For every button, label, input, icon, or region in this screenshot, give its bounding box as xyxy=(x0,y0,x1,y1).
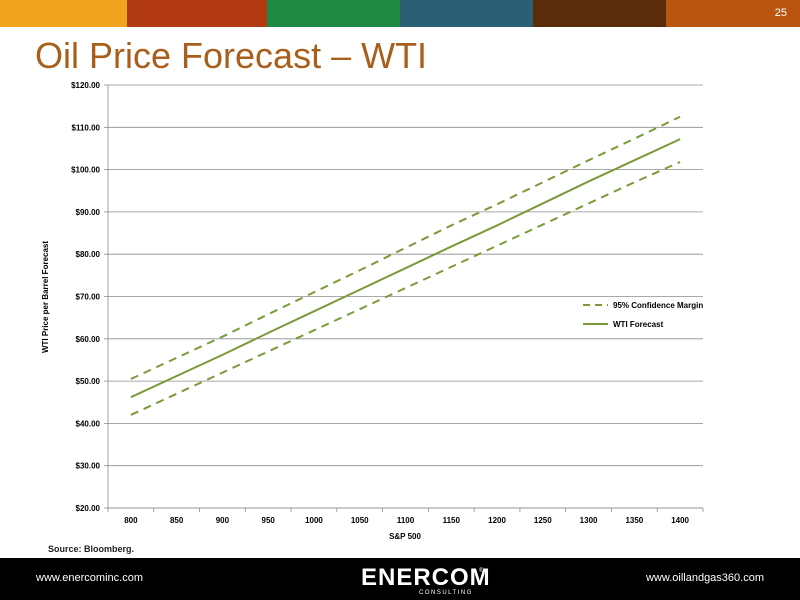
x-axis-ticks: 800 850 900 950 1000 1050 1100 1150 1200 1250 1300… xyxy=(107,508,704,525)
top-bar-segment xyxy=(0,0,127,27)
top-color-bar xyxy=(0,0,800,27)
y-tick-label: $80.00 xyxy=(76,250,101,259)
x-tick-label: 1300 xyxy=(580,516,598,525)
wti-forecast-line xyxy=(130,138,681,399)
footer-right-link[interactable]: www.oillandgas360.com xyxy=(645,572,764,584)
y-axis-label: WTI Price per Barrel Forecast xyxy=(41,241,50,353)
source-note: Source: Bloomberg. xyxy=(48,544,135,554)
y-tick-label: $70.00 xyxy=(76,293,101,302)
y-tick-label: $30.00 xyxy=(76,462,101,471)
legend-label: WTI Forecast xyxy=(613,320,664,329)
footer-left-link[interactable]: www.enercominc.com xyxy=(36,572,143,584)
legend-label: 95% Confidence Margin xyxy=(613,301,703,310)
top-bar-segment xyxy=(400,0,533,27)
top-bar-segment xyxy=(127,0,267,27)
x-tick-label: 850 xyxy=(170,516,184,525)
wti-forecast-chart: $20.00 $30.00 $40.00 $50.00 $60.00 $70.00 $80.… xyxy=(41,81,704,541)
confidence-margin-line xyxy=(130,115,681,380)
y-tick-label: $90.00 xyxy=(76,208,101,217)
y-tick-label: $120.00 xyxy=(71,81,100,90)
top-bar-segment xyxy=(666,0,800,27)
slide-title: Oil Price Forecast – WTI xyxy=(35,35,428,76)
y-tick-label: $100.00 xyxy=(71,166,100,175)
x-tick-label: 1200 xyxy=(488,516,506,525)
enercom-logo: ENERCOM CONSULTING ® xyxy=(355,564,495,598)
y-tick-label: $50.00 xyxy=(76,377,101,386)
logo-subtitle: CONSULTING xyxy=(419,590,473,596)
y-axis-ticks: $20.00 $30.00 $40.00 $50.00 $60.00 $70.00 $80.… xyxy=(71,81,108,513)
logo-wordmark: ENERCOM xyxy=(361,564,491,591)
y-tick-label: $60.00 xyxy=(76,335,101,344)
x-tick-label: 1050 xyxy=(351,516,369,525)
x-tick-label: 1100 xyxy=(397,516,415,525)
y-tick-label: $110.00 xyxy=(72,123,101,132)
x-tick-label: 1250 xyxy=(534,516,552,525)
x-tick-label: 1350 xyxy=(625,516,643,525)
page-number: 25 xyxy=(774,7,787,19)
x-axis-label: S&P 500 xyxy=(389,532,421,541)
x-tick-label: 1400 xyxy=(671,516,689,525)
top-bar-segment xyxy=(533,0,666,27)
y-tick-label: $20.00 xyxy=(76,504,101,513)
top-bar-segment xyxy=(267,0,400,27)
x-tick-label: 1000 xyxy=(305,516,323,525)
chart-series xyxy=(130,115,681,416)
logo-registered-mark: ® xyxy=(479,568,484,574)
x-tick-label: 900 xyxy=(216,516,230,525)
x-tick-label: 950 xyxy=(262,516,276,525)
y-tick-label: $40.00 xyxy=(76,419,101,428)
chart-legend: 95% Confidence Margin WTI Forecast xyxy=(583,301,703,329)
confidence-margin-line xyxy=(130,161,681,416)
x-tick-label: 800 xyxy=(124,516,138,525)
x-tick-label: 1150 xyxy=(443,516,461,525)
footer-bar: www.enercominc.com ENERCOM CONSULTING ® … xyxy=(0,558,800,600)
